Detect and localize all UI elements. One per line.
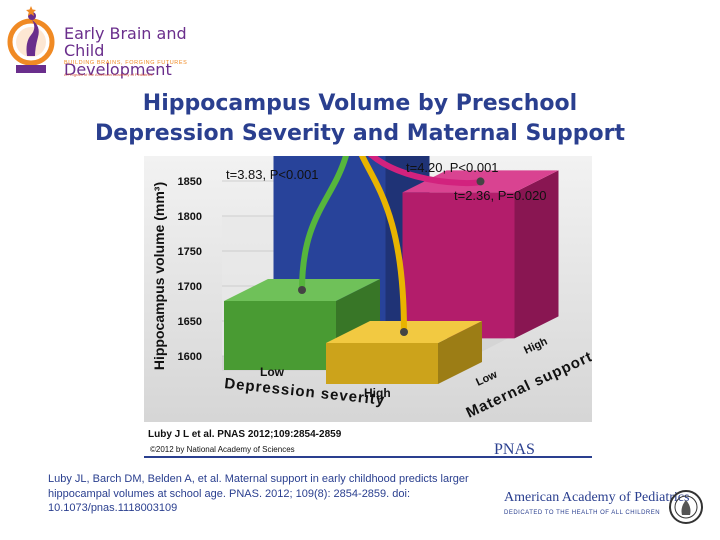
figure-footer-band	[144, 422, 592, 458]
y-tick-label: 1700	[178, 281, 202, 293]
arc-endpoint	[400, 328, 408, 336]
logo-title-line2: Child Development	[64, 41, 172, 79]
bar-front-face	[402, 192, 515, 339]
bar-front-face	[326, 343, 438, 384]
annotation-label: t=4.20, P<0.001	[406, 160, 499, 175]
y-tick-label: 1650	[178, 316, 202, 328]
ebcd-logo: Early Brain and Child Development BUILDI…	[4, 4, 204, 80]
y-tick-label: 1600	[178, 351, 202, 363]
logo-subline: A Program of the American Academy of Ped…	[64, 72, 153, 77]
slide-title-line1: Hippocampus Volume by Preschool	[142, 91, 578, 116]
logo-tagline: BUILDING BRAINS, FORGING FUTURES	[64, 60, 188, 66]
y-axis-label: Hippocampus volume (mm³)	[151, 182, 167, 370]
y-tick-label: 1850	[178, 176, 202, 188]
figure-copyright: ©2012 by National Academy of Sciences	[150, 445, 295, 454]
bar-side-face	[438, 321, 482, 384]
figure-citation: Luby J L et al. PNAS 2012;109:2854-2859	[148, 429, 342, 440]
aap-seal-icon	[669, 490, 703, 524]
child-figure-icon	[7, 6, 55, 73]
pnas-brand: PNAS	[494, 441, 535, 458]
bar-front-face	[224, 301, 336, 370]
reference-citation: Luby JL, Barch DM, Belden A, et al. Mate…	[48, 473, 469, 514]
annotation-label: t=3.83, P<0.001	[226, 167, 319, 182]
chart-figure: 1600165017001750180018501900 t=3.83, P<0…	[144, 102, 595, 458]
aap-logo: American Academy of Pediatrics DEDICATED…	[504, 490, 714, 530]
slide-title-line2: Depression Severity and Maternal Support	[95, 121, 625, 146]
hippocampus-3d-bar-chart: 1600165017001750180018501900 t=3.83, P<0…	[144, 102, 595, 458]
aap-tagline: DEDICATED TO THE HEALTH OF ALL CHILDREN	[504, 510, 661, 516]
arc-endpoint	[298, 286, 306, 294]
aap-name: American Academy of Pediatrics	[504, 490, 690, 505]
x-tick-high: High	[364, 386, 391, 400]
arc-endpoint	[476, 177, 485, 186]
logo-title-line1: Early Brain and	[64, 24, 187, 43]
y-tick-label: 1800	[178, 211, 202, 223]
x-tick-low: Low	[260, 365, 285, 379]
annotation-label: t=2.36, P=0.020	[454, 188, 547, 203]
chart-annotations: t=3.83, P<0.001 t=4.20, P<0.001 t=2.36, P=…	[226, 160, 547, 203]
bar-side-face	[514, 170, 559, 339]
y-tick-label: 1750	[178, 246, 202, 258]
